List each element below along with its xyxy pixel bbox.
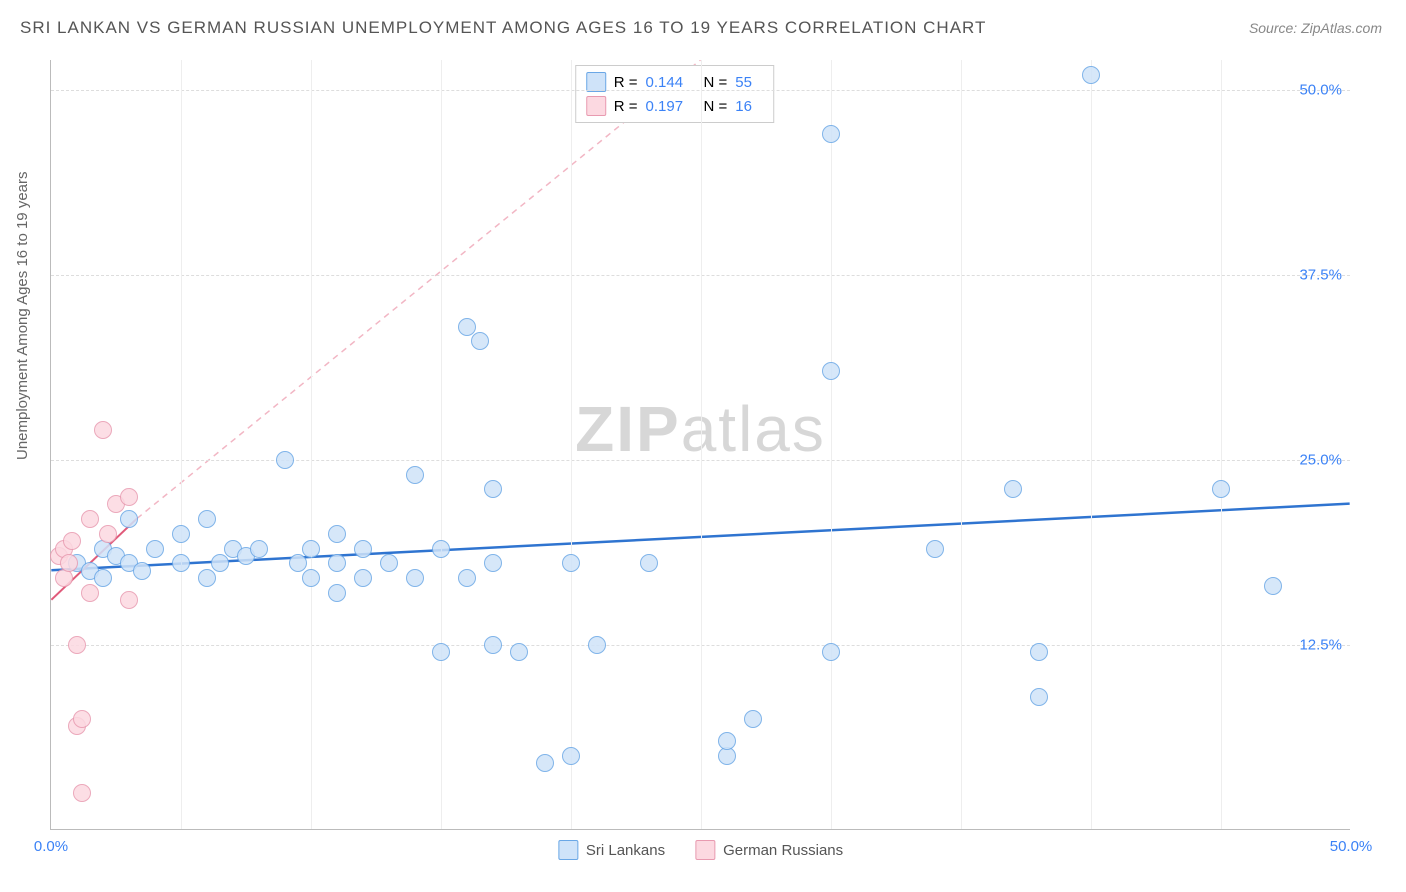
legend-swatch-german-russians (695, 840, 715, 860)
y-axis-label: Unemployment Among Ages 16 to 19 years (14, 171, 31, 460)
watermark-zip: ZIP (575, 393, 681, 465)
legend-swatch-sri-lankans (558, 840, 578, 860)
scatter-point (81, 584, 99, 602)
legend-label-sri-lankans: Sri Lankans (586, 842, 665, 859)
legend-item-sri-lankans: Sri Lankans (558, 840, 665, 860)
scatter-point (99, 525, 117, 543)
scatter-point (562, 747, 580, 765)
scatter-point (120, 591, 138, 609)
chart-title: SRI LANKAN VS GERMAN RUSSIAN UNEMPLOYMEN… (20, 18, 986, 38)
scatter-point (458, 318, 476, 336)
grid-line-v (311, 60, 312, 829)
stats-row-german-russians: R = 0.197 N = 16 (586, 94, 764, 118)
scatter-point (406, 466, 424, 484)
legend-label-german-russians: German Russians (723, 842, 843, 859)
scatter-point (63, 532, 81, 550)
label-r: R = (614, 74, 638, 91)
scatter-point (1030, 643, 1048, 661)
scatter-point (328, 554, 346, 572)
value-n-german-russians: 16 (735, 98, 763, 115)
scatter-point (354, 540, 372, 558)
scatter-point (640, 554, 658, 572)
label-n: N = (704, 98, 728, 115)
scatter-point (302, 569, 320, 587)
value-n-sri-lankans: 55 (735, 74, 763, 91)
scatter-point (1030, 688, 1048, 706)
scatter-point (536, 754, 554, 772)
grid-line-v (571, 60, 572, 829)
scatter-point (822, 125, 840, 143)
scatter-point (302, 540, 320, 558)
watermark-atlas: atlas (681, 393, 826, 465)
scatter-point (73, 784, 91, 802)
value-r-sri-lankans: 0.144 (646, 74, 696, 91)
scatter-point (94, 421, 112, 439)
grid-line-v (1221, 60, 1222, 829)
scatter-point (822, 643, 840, 661)
grid-line-v (181, 60, 182, 829)
scatter-point (588, 636, 606, 654)
grid-line-v (701, 60, 702, 829)
y-tick-label: 37.5% (1299, 266, 1342, 283)
correlation-stats-box: R = 0.144 N = 55 R = 0.197 N = 16 (575, 65, 775, 123)
scatter-point (1264, 577, 1282, 595)
scatter-point (81, 510, 99, 528)
label-n: N = (704, 74, 728, 91)
grid-line-v (831, 60, 832, 829)
scatter-point (172, 525, 190, 543)
scatter-point (289, 554, 307, 572)
label-r: R = (614, 98, 638, 115)
scatter-point (328, 584, 346, 602)
scatter-point (276, 451, 294, 469)
scatter-point (120, 488, 138, 506)
scatter-point (354, 569, 372, 587)
swatch-german-russians (586, 96, 606, 116)
scatter-point (380, 554, 398, 572)
value-r-german-russians: 0.197 (646, 98, 696, 115)
scatter-point (68, 636, 86, 654)
y-tick-label: 50.0% (1299, 81, 1342, 98)
scatter-point (484, 554, 502, 572)
scatter-point (328, 525, 346, 543)
scatter-point (822, 362, 840, 380)
scatter-point (146, 540, 164, 558)
scatter-point (1212, 480, 1230, 498)
scatter-point (484, 480, 502, 498)
scatter-plot-area: ZIPatlas R = 0.144 N = 55 R = 0.197 N = … (50, 60, 1350, 830)
scatter-point (926, 540, 944, 558)
scatter-point (744, 710, 762, 728)
scatter-point (1082, 66, 1100, 84)
scatter-point (510, 643, 528, 661)
legend: Sri Lankans German Russians (558, 840, 843, 860)
x-tick-label: 50.0% (1330, 838, 1373, 855)
scatter-point (120, 510, 138, 528)
scatter-point (432, 540, 450, 558)
scatter-point (471, 332, 489, 350)
scatter-point (458, 569, 476, 587)
scatter-point (198, 569, 216, 587)
y-tick-label: 25.0% (1299, 451, 1342, 468)
y-tick-label: 12.5% (1299, 636, 1342, 653)
trend-line (137, 60, 700, 518)
grid-line-v (961, 60, 962, 829)
scatter-point (172, 554, 190, 572)
legend-item-german-russians: German Russians (695, 840, 843, 860)
grid-line-v (441, 60, 442, 829)
source-attribution: Source: ZipAtlas.com (1249, 20, 1382, 36)
scatter-point (73, 710, 91, 728)
scatter-point (198, 510, 216, 528)
grid-line-v (1091, 60, 1092, 829)
scatter-point (484, 636, 502, 654)
scatter-point (133, 562, 151, 580)
scatter-point (60, 554, 78, 572)
scatter-point (562, 554, 580, 572)
scatter-point (250, 540, 268, 558)
scatter-point (94, 569, 112, 587)
scatter-point (1004, 480, 1022, 498)
scatter-point (432, 643, 450, 661)
scatter-point (406, 569, 424, 587)
scatter-point (718, 732, 736, 750)
scatter-point (211, 554, 229, 572)
x-tick-label: 0.0% (34, 838, 68, 855)
